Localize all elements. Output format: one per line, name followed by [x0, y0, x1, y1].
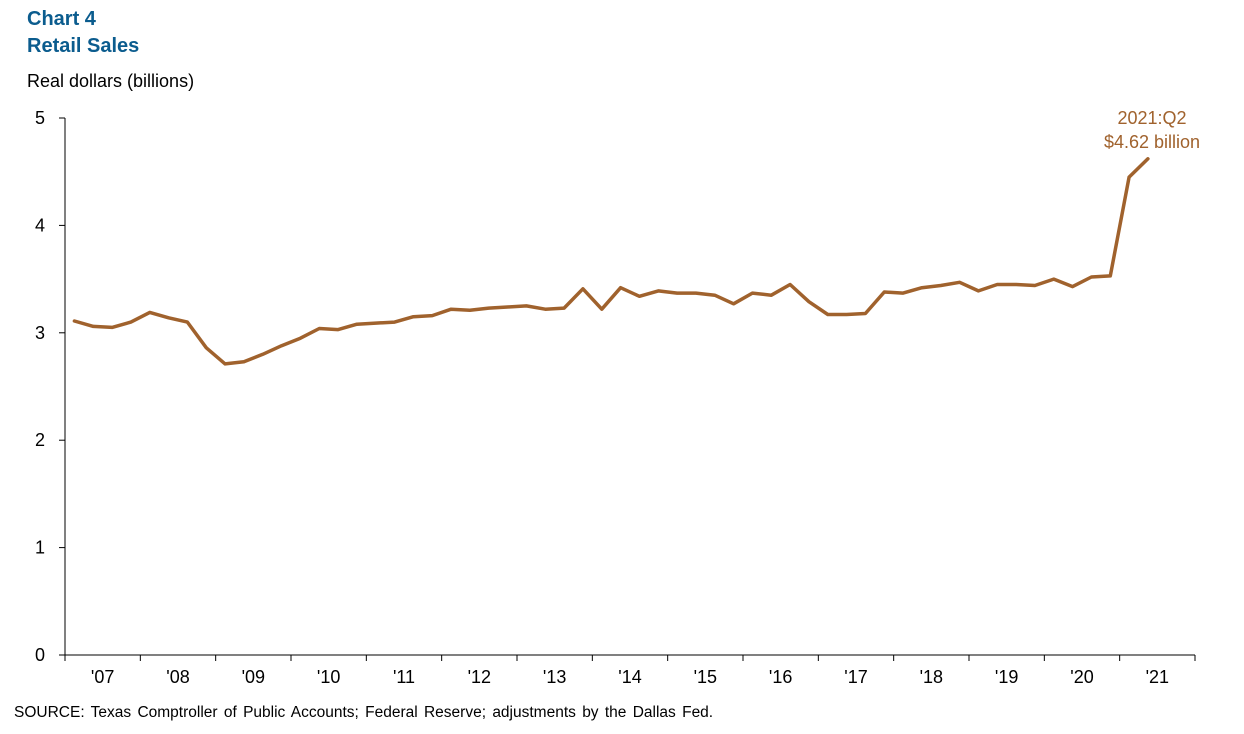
- x-tick-label: '17: [844, 667, 867, 687]
- chart-title: Retail Sales: [27, 35, 140, 57]
- y-tick-label: 5: [35, 108, 45, 128]
- chart-title-line1: Chart 4: [27, 8, 96, 30]
- y-tick-label: 4: [35, 215, 45, 235]
- chart-axes: [64, 118, 1195, 656]
- y-tick-label: 0: [35, 645, 45, 665]
- x-axis-ticks: '07 '08 '09 '10 '11 '12 '13 '14 '15 '16 '17 '18 '19 '…: [64, 655, 1196, 687]
- x-tick-label: '21: [1146, 667, 1169, 687]
- x-tick-label: '08: [166, 667, 189, 687]
- y-tick-label: 2: [35, 430, 45, 450]
- y-tick-label: 3: [35, 323, 45, 343]
- y-axis-label: Real dollars (billions): [27, 71, 195, 91]
- source-note: SOURCE: Texas Comptroller of Public Acco…: [14, 704, 714, 721]
- x-tick-label: '09: [242, 667, 265, 687]
- x-tick-label: '19: [995, 667, 1018, 687]
- retail-sales-line: [72, 157, 1150, 366]
- x-tick-label: '14: [618, 667, 641, 687]
- x-tick-label: '18: [920, 667, 943, 687]
- x-tick-label: '07: [91, 667, 114, 687]
- x-tick-label: '12: [468, 667, 491, 687]
- plot-area: [72, 157, 1150, 366]
- x-tick-label: '15: [694, 667, 717, 687]
- x-tick-label: '13: [543, 667, 566, 687]
- x-tick-label: '11: [393, 667, 415, 687]
- x-tick-label: '20: [1070, 667, 1093, 687]
- y-axis-ticks: 0 1 2 3 4 5: [35, 108, 65, 665]
- x-tick-label: '10: [317, 667, 340, 687]
- annotation-value: $4.62 billion: [1104, 132, 1200, 152]
- y-tick-label: 1: [35, 538, 45, 558]
- x-tick-label: '16: [769, 667, 792, 687]
- annotation-period: 2021:Q2: [1117, 108, 1186, 128]
